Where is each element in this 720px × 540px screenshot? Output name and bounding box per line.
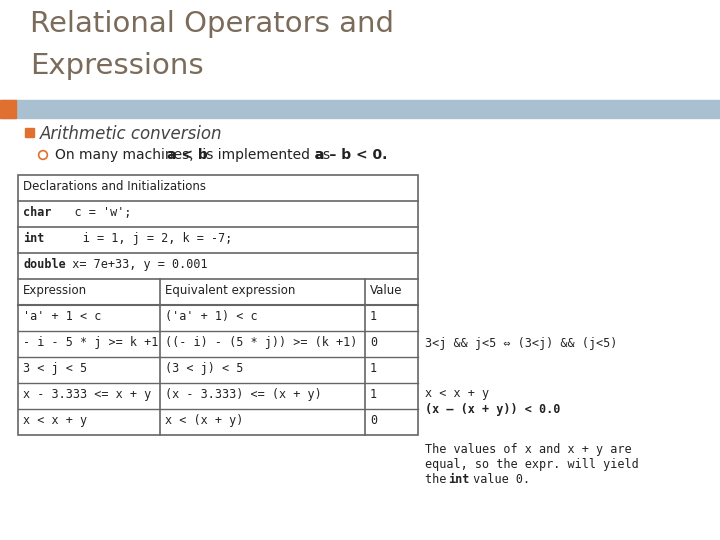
Text: 0: 0 — [370, 414, 377, 427]
Text: i = 1, j = 2, k = -7;: i = 1, j = 2, k = -7; — [40, 232, 233, 245]
Text: On many machines,: On many machines, — [55, 148, 198, 162]
Text: Arithmetic conversion: Arithmetic conversion — [40, 125, 222, 143]
Text: x < x + y: x < x + y — [23, 414, 87, 427]
Text: 1: 1 — [370, 388, 377, 401]
Text: a < b: a < b — [166, 148, 207, 162]
Circle shape — [40, 152, 46, 158]
Text: int: int — [23, 232, 45, 245]
Text: x < x + y: x < x + y — [425, 387, 489, 400]
Text: Value: Value — [370, 284, 402, 297]
Text: 'a' + 1 < c: 'a' + 1 < c — [23, 310, 102, 323]
Text: a – b < 0.: a – b < 0. — [315, 148, 388, 162]
Text: int: int — [448, 473, 469, 486]
Text: 3<j && j<5 ⇔ (3<j) && (j<5): 3<j && j<5 ⇔ (3<j) && (j<5) — [425, 337, 617, 350]
Bar — [0, 100, 16, 118]
Text: ('a' + 1) < c: ('a' + 1) < c — [165, 310, 258, 323]
Text: x - 3.333 <= x + y: x - 3.333 <= x + y — [23, 388, 151, 401]
Text: The values of x and x + y are: The values of x and x + y are — [425, 443, 631, 456]
Text: 1: 1 — [370, 362, 377, 375]
Text: char: char — [23, 206, 52, 219]
Bar — [18, 175, 418, 435]
Text: Expression: Expression — [23, 284, 87, 297]
Text: Expressions: Expressions — [30, 52, 204, 80]
Text: the: the — [425, 473, 454, 486]
Circle shape — [38, 151, 48, 159]
Text: Relational Operators and: Relational Operators and — [30, 10, 394, 38]
Text: (x – (x + y)) < 0.0: (x – (x + y)) < 0.0 — [425, 403, 560, 416]
Bar — [25, 128, 34, 137]
Text: (3 < j) < 5: (3 < j) < 5 — [165, 362, 243, 375]
Text: Declarations and Initializations: Declarations and Initializations — [23, 180, 206, 193]
Text: x < (x + y): x < (x + y) — [165, 414, 243, 427]
Text: Equivalent expression: Equivalent expression — [165, 284, 295, 297]
Text: (x - 3.333) <= (x + y): (x - 3.333) <= (x + y) — [165, 388, 322, 401]
Text: ((- i) - (5 * j)) >= (k +1): ((- i) - (5 * j)) >= (k +1) — [165, 336, 357, 349]
Text: x= 7e+33, y = 0.001: x= 7e+33, y = 0.001 — [58, 258, 207, 271]
Text: equal, so the expr. will yield: equal, so the expr. will yield — [425, 458, 639, 471]
Text: is implemented as: is implemented as — [197, 148, 334, 162]
Text: double: double — [23, 258, 66, 271]
Text: value 0.: value 0. — [466, 473, 530, 486]
Text: 0: 0 — [370, 336, 377, 349]
Text: c = 'w';: c = 'w'; — [46, 206, 132, 219]
Text: 1: 1 — [370, 310, 377, 323]
Bar — [0, 100, 720, 118]
Text: 3 < j < 5: 3 < j < 5 — [23, 362, 87, 375]
Text: - i - 5 * j >= k +1: - i - 5 * j >= k +1 — [23, 336, 158, 349]
